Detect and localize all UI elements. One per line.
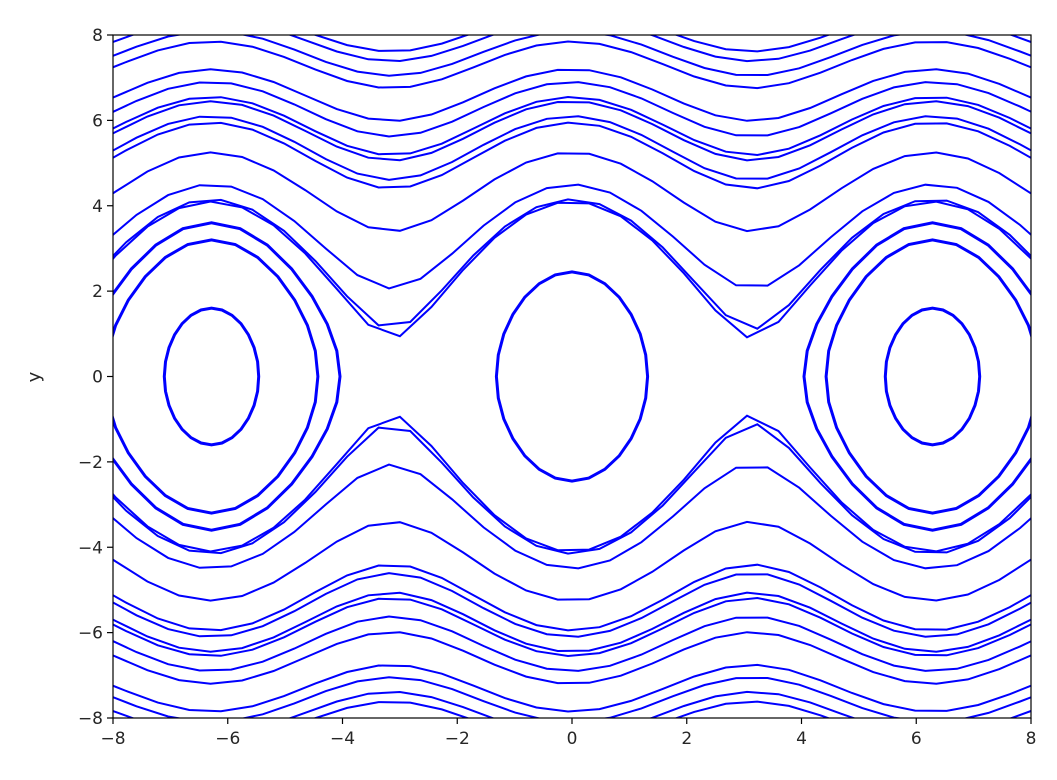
y-tick-label: −4 (78, 538, 103, 558)
x-tick-label: −2 (445, 729, 470, 749)
open-orbit (113, 596, 1031, 658)
open-orbit (113, 68, 1031, 122)
closed-orbit (883, 306, 982, 447)
y-tick-label: −8 (78, 709, 103, 729)
open-orbit (113, 414, 1031, 553)
open-orbit (113, 40, 1031, 90)
closed-orbit (162, 306, 261, 447)
closed-orbit (113, 238, 320, 515)
closed-orbit (824, 238, 1031, 515)
open-orbit (113, 423, 1031, 555)
x-tick-label: −8 (100, 729, 125, 749)
open-orbit (113, 81, 1031, 138)
x-tick-label: −6 (215, 729, 240, 749)
y-axis-label: y (24, 371, 45, 382)
open-orbit (113, 591, 1031, 653)
open-orbit (113, 35, 1031, 77)
y-tick-label: 6 (92, 111, 103, 131)
open-orbit (113, 615, 1031, 672)
open-orbit (113, 121, 1031, 190)
open-orbit (113, 151, 1031, 233)
x-tick-label: 2 (681, 729, 692, 749)
x-axis: −8 −6 −4 −2 0 2 4 6 8 (100, 718, 1036, 749)
open-orbit (113, 115, 1031, 181)
closed-orbit (802, 221, 1031, 532)
x-tick-label: −4 (330, 729, 355, 749)
y-tick-label: −6 (78, 624, 103, 644)
x-tick-label: 4 (796, 729, 807, 749)
streamlines (113, 35, 1031, 718)
open-orbit (113, 631, 1031, 685)
open-orbit (113, 35, 1031, 63)
x-tick-label: 8 (1026, 729, 1037, 749)
x-tick-label: 6 (911, 729, 922, 749)
open-orbit (113, 463, 1031, 570)
open-orbit (113, 572, 1031, 638)
y-axis: −8 −6 −4 −2 0 2 4 6 8 (78, 26, 113, 729)
open-orbit (113, 563, 1031, 632)
closed-orbit (494, 270, 650, 483)
closed-orbit (113, 221, 342, 532)
y-tick-label: 0 (92, 368, 103, 388)
y-tick-label: 4 (92, 197, 103, 217)
plot-frame (112, 34, 1032, 719)
x-axis-label: x (567, 776, 578, 780)
open-orbit (113, 95, 1031, 157)
open-orbit (113, 183, 1031, 290)
y-tick-label: 8 (92, 26, 103, 46)
open-orbit (113, 676, 1031, 718)
open-orbit (113, 100, 1031, 162)
y-tick-label: 2 (92, 282, 103, 302)
open-orbit (113, 200, 1031, 339)
open-orbit (113, 198, 1031, 330)
open-orbit (113, 663, 1031, 713)
open-orbit (113, 520, 1031, 602)
x-tick-label: 0 (567, 729, 578, 749)
y-tick-label: −2 (78, 453, 103, 473)
